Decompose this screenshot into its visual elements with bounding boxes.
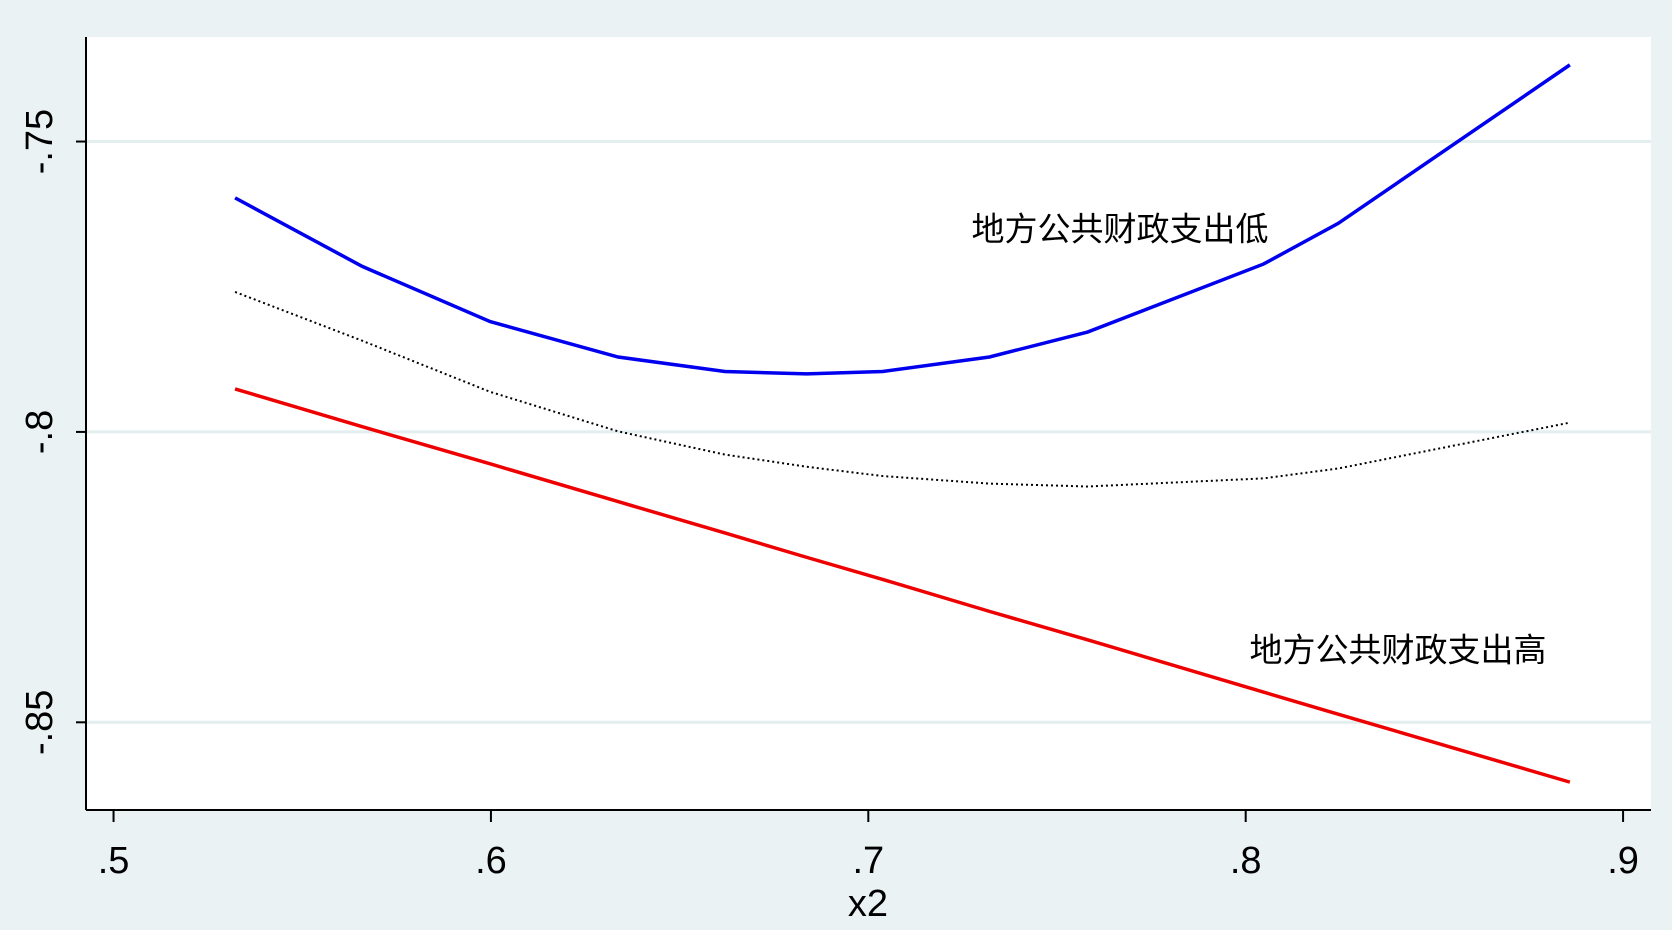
y-tick-label: -.8 xyxy=(19,410,61,454)
annotation: 地方公共财政支出高 xyxy=(1250,632,1547,669)
x-tick-label: .6 xyxy=(475,840,507,882)
line-series xyxy=(234,291,1571,488)
line-series xyxy=(234,387,1571,784)
line-series xyxy=(234,63,1571,376)
y-tick-label: -.75 xyxy=(19,109,61,174)
plot-area xyxy=(86,37,1651,810)
x-tick-label: .5 xyxy=(98,840,130,882)
annotation: 地方公共财政支出低 xyxy=(972,211,1269,248)
x-axis-label: x2 xyxy=(848,883,888,925)
y-tick-label: -.85 xyxy=(19,690,61,755)
x-tick-label: .9 xyxy=(1607,840,1639,882)
x-tick-label: .8 xyxy=(1230,840,1262,882)
x-tick-label: .7 xyxy=(852,840,884,882)
